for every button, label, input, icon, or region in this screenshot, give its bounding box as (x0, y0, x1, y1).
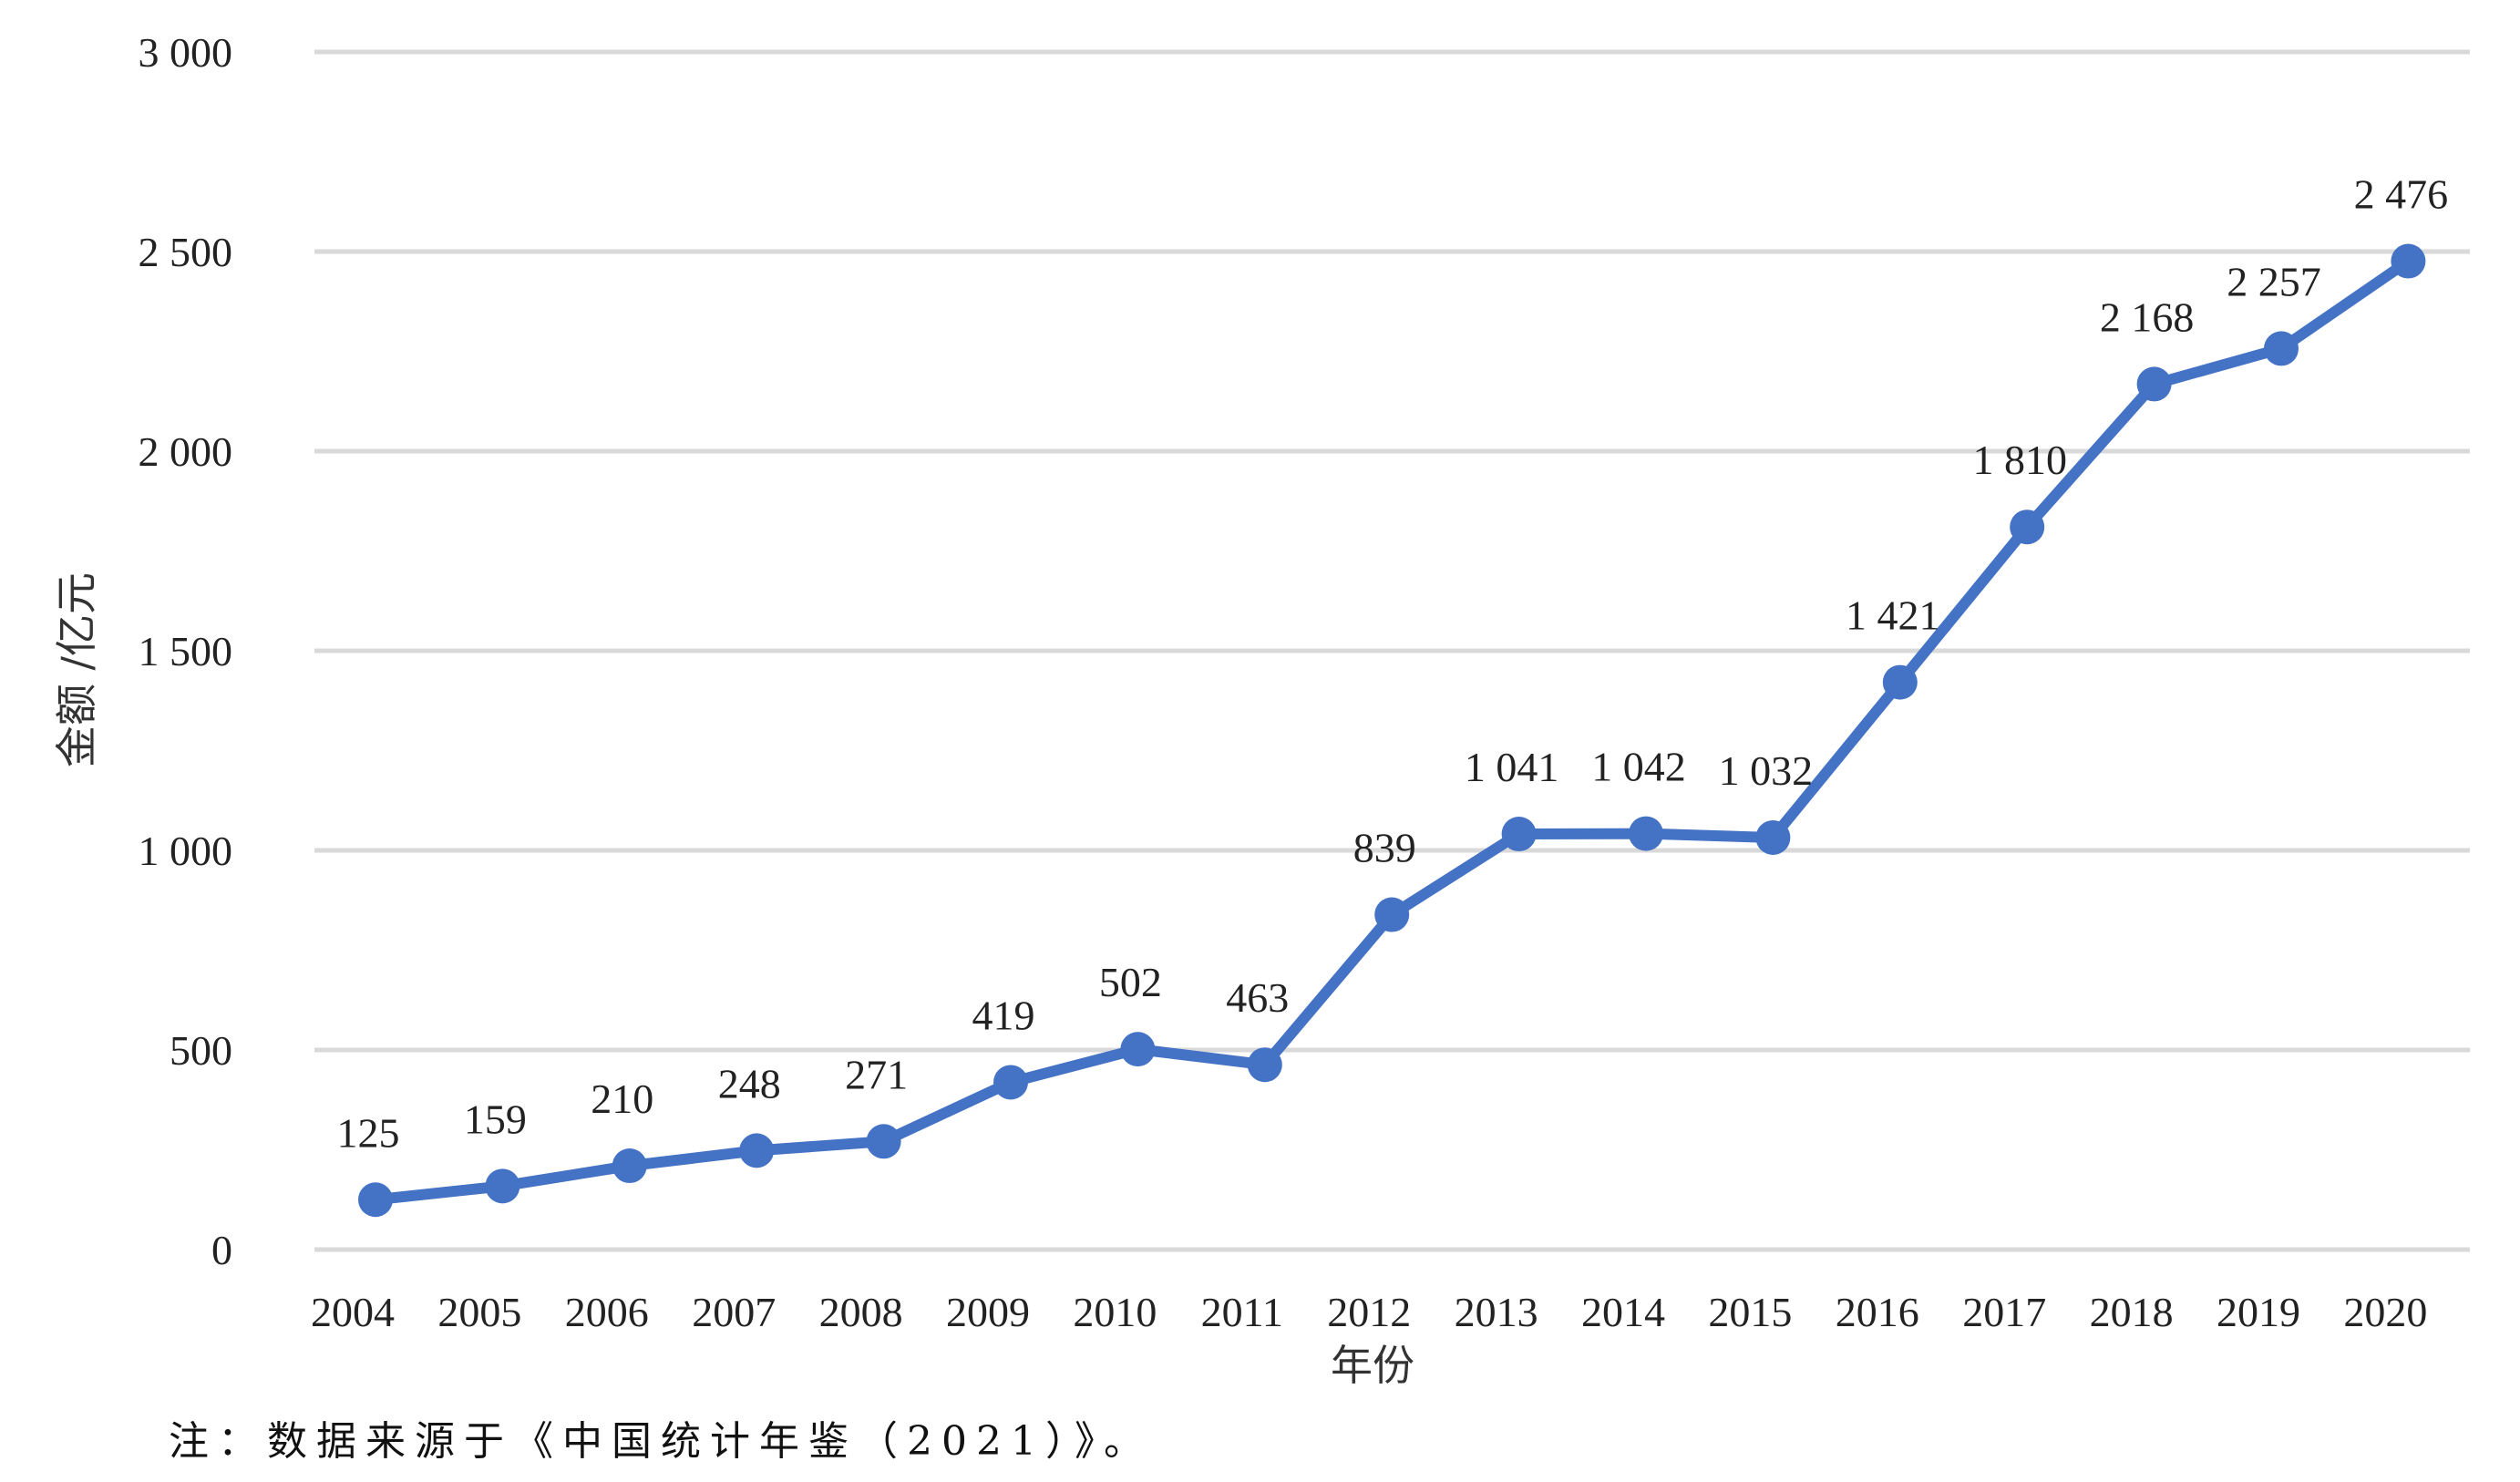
data-point (1120, 1032, 1156, 1067)
x-axis-ticks: 2004 2005 2006 2007 2008 2009 2010 2011 2012 2013… (311, 1289, 2427, 1335)
data-point (1882, 664, 1918, 700)
x-tick-label: 2017 (1962, 1289, 2046, 1335)
x-tick-label: 2008 (819, 1289, 903, 1335)
data-point (2264, 331, 2299, 366)
data-label: 1 421 (1846, 592, 1940, 639)
data-label: 839 (1353, 825, 1416, 871)
x-tick-label: 2006 (565, 1289, 649, 1335)
data-label: 1 032 (1719, 747, 1814, 794)
x-tick-label: 2009 (946, 1289, 1030, 1335)
data-label: 125 (337, 1109, 400, 1156)
series-line-group (358, 243, 2426, 1218)
x-tick-label: 2012 (1327, 1289, 1411, 1335)
y-axis-ticks: 0 500 1 000 1 500 2 000 2 500 3 000 (139, 29, 233, 1273)
data-point (1374, 897, 1410, 932)
x-tick-label: 2019 (2217, 1289, 2300, 1335)
data-point (993, 1065, 1028, 1100)
data-label: 271 (845, 1051, 908, 1097)
data-label: 2 476 (2354, 171, 2449, 218)
data-label: 1 041 (1465, 744, 1559, 790)
data-point (1247, 1047, 1282, 1083)
x-tick-label: 2007 (692, 1289, 776, 1335)
data-point (2136, 366, 2172, 402)
data-label: 210 (591, 1075, 653, 1122)
data-labels: 125 159 210 248 271 419 502 463 839 1 041 1 042 1 0… (337, 171, 2449, 1157)
data-label: 2 257 (2227, 258, 2321, 304)
x-tick-label: 2014 (1581, 1289, 1665, 1335)
data-point (739, 1133, 775, 1168)
x-tick-label: 2011 (1201, 1289, 1283, 1335)
x-tick-label: 2004 (311, 1289, 395, 1335)
source-note: 注：数据来源于《中国统计年鉴（2021）》。 (169, 1418, 1153, 1465)
y-tick-label: 0 (211, 1227, 232, 1273)
y-tick-label: 3 000 (139, 29, 233, 76)
data-point (1501, 817, 1537, 852)
data-point (2010, 509, 2045, 545)
y-tick-label: 1 000 (139, 828, 233, 874)
data-label: 248 (718, 1060, 781, 1106)
data-point (1629, 816, 1663, 851)
y-tick-label: 2 000 (139, 428, 233, 475)
data-label: 419 (972, 992, 1035, 1038)
y-tick-label: 500 (170, 1027, 232, 1074)
x-tick-label: 2013 (1455, 1289, 1538, 1335)
data-point (1755, 819, 1791, 855)
data-label: 1 810 (1972, 437, 2067, 483)
data-label: 502 (1099, 959, 1162, 1005)
x-tick-label: 2010 (1073, 1289, 1157, 1335)
data-label: 1 042 (1591, 744, 1686, 790)
data-point (485, 1168, 520, 1204)
x-axis-title: 年份 (1331, 1341, 1414, 1390)
gridlines (314, 49, 2470, 1252)
y-tick-label: 1 500 (139, 628, 233, 674)
y-tick-label: 2 500 (139, 229, 233, 275)
y-axis-title: 金额 /亿元 (52, 572, 101, 767)
data-point (866, 1124, 901, 1159)
data-point (612, 1148, 647, 1184)
x-tick-label: 2015 (1708, 1289, 1792, 1335)
series-line (370, 255, 2414, 1206)
x-tick-label: 2020 (2343, 1289, 2427, 1335)
x-tick-label: 2018 (2090, 1289, 2174, 1335)
x-tick-label: 2016 (1836, 1289, 1919, 1335)
data-label: 2 168 (2100, 293, 2195, 340)
data-point (2391, 243, 2426, 279)
data-point (358, 1182, 393, 1218)
data-label: 463 (1226, 974, 1289, 1021)
data-label: 159 (464, 1096, 527, 1142)
x-tick-label: 2005 (437, 1289, 521, 1335)
